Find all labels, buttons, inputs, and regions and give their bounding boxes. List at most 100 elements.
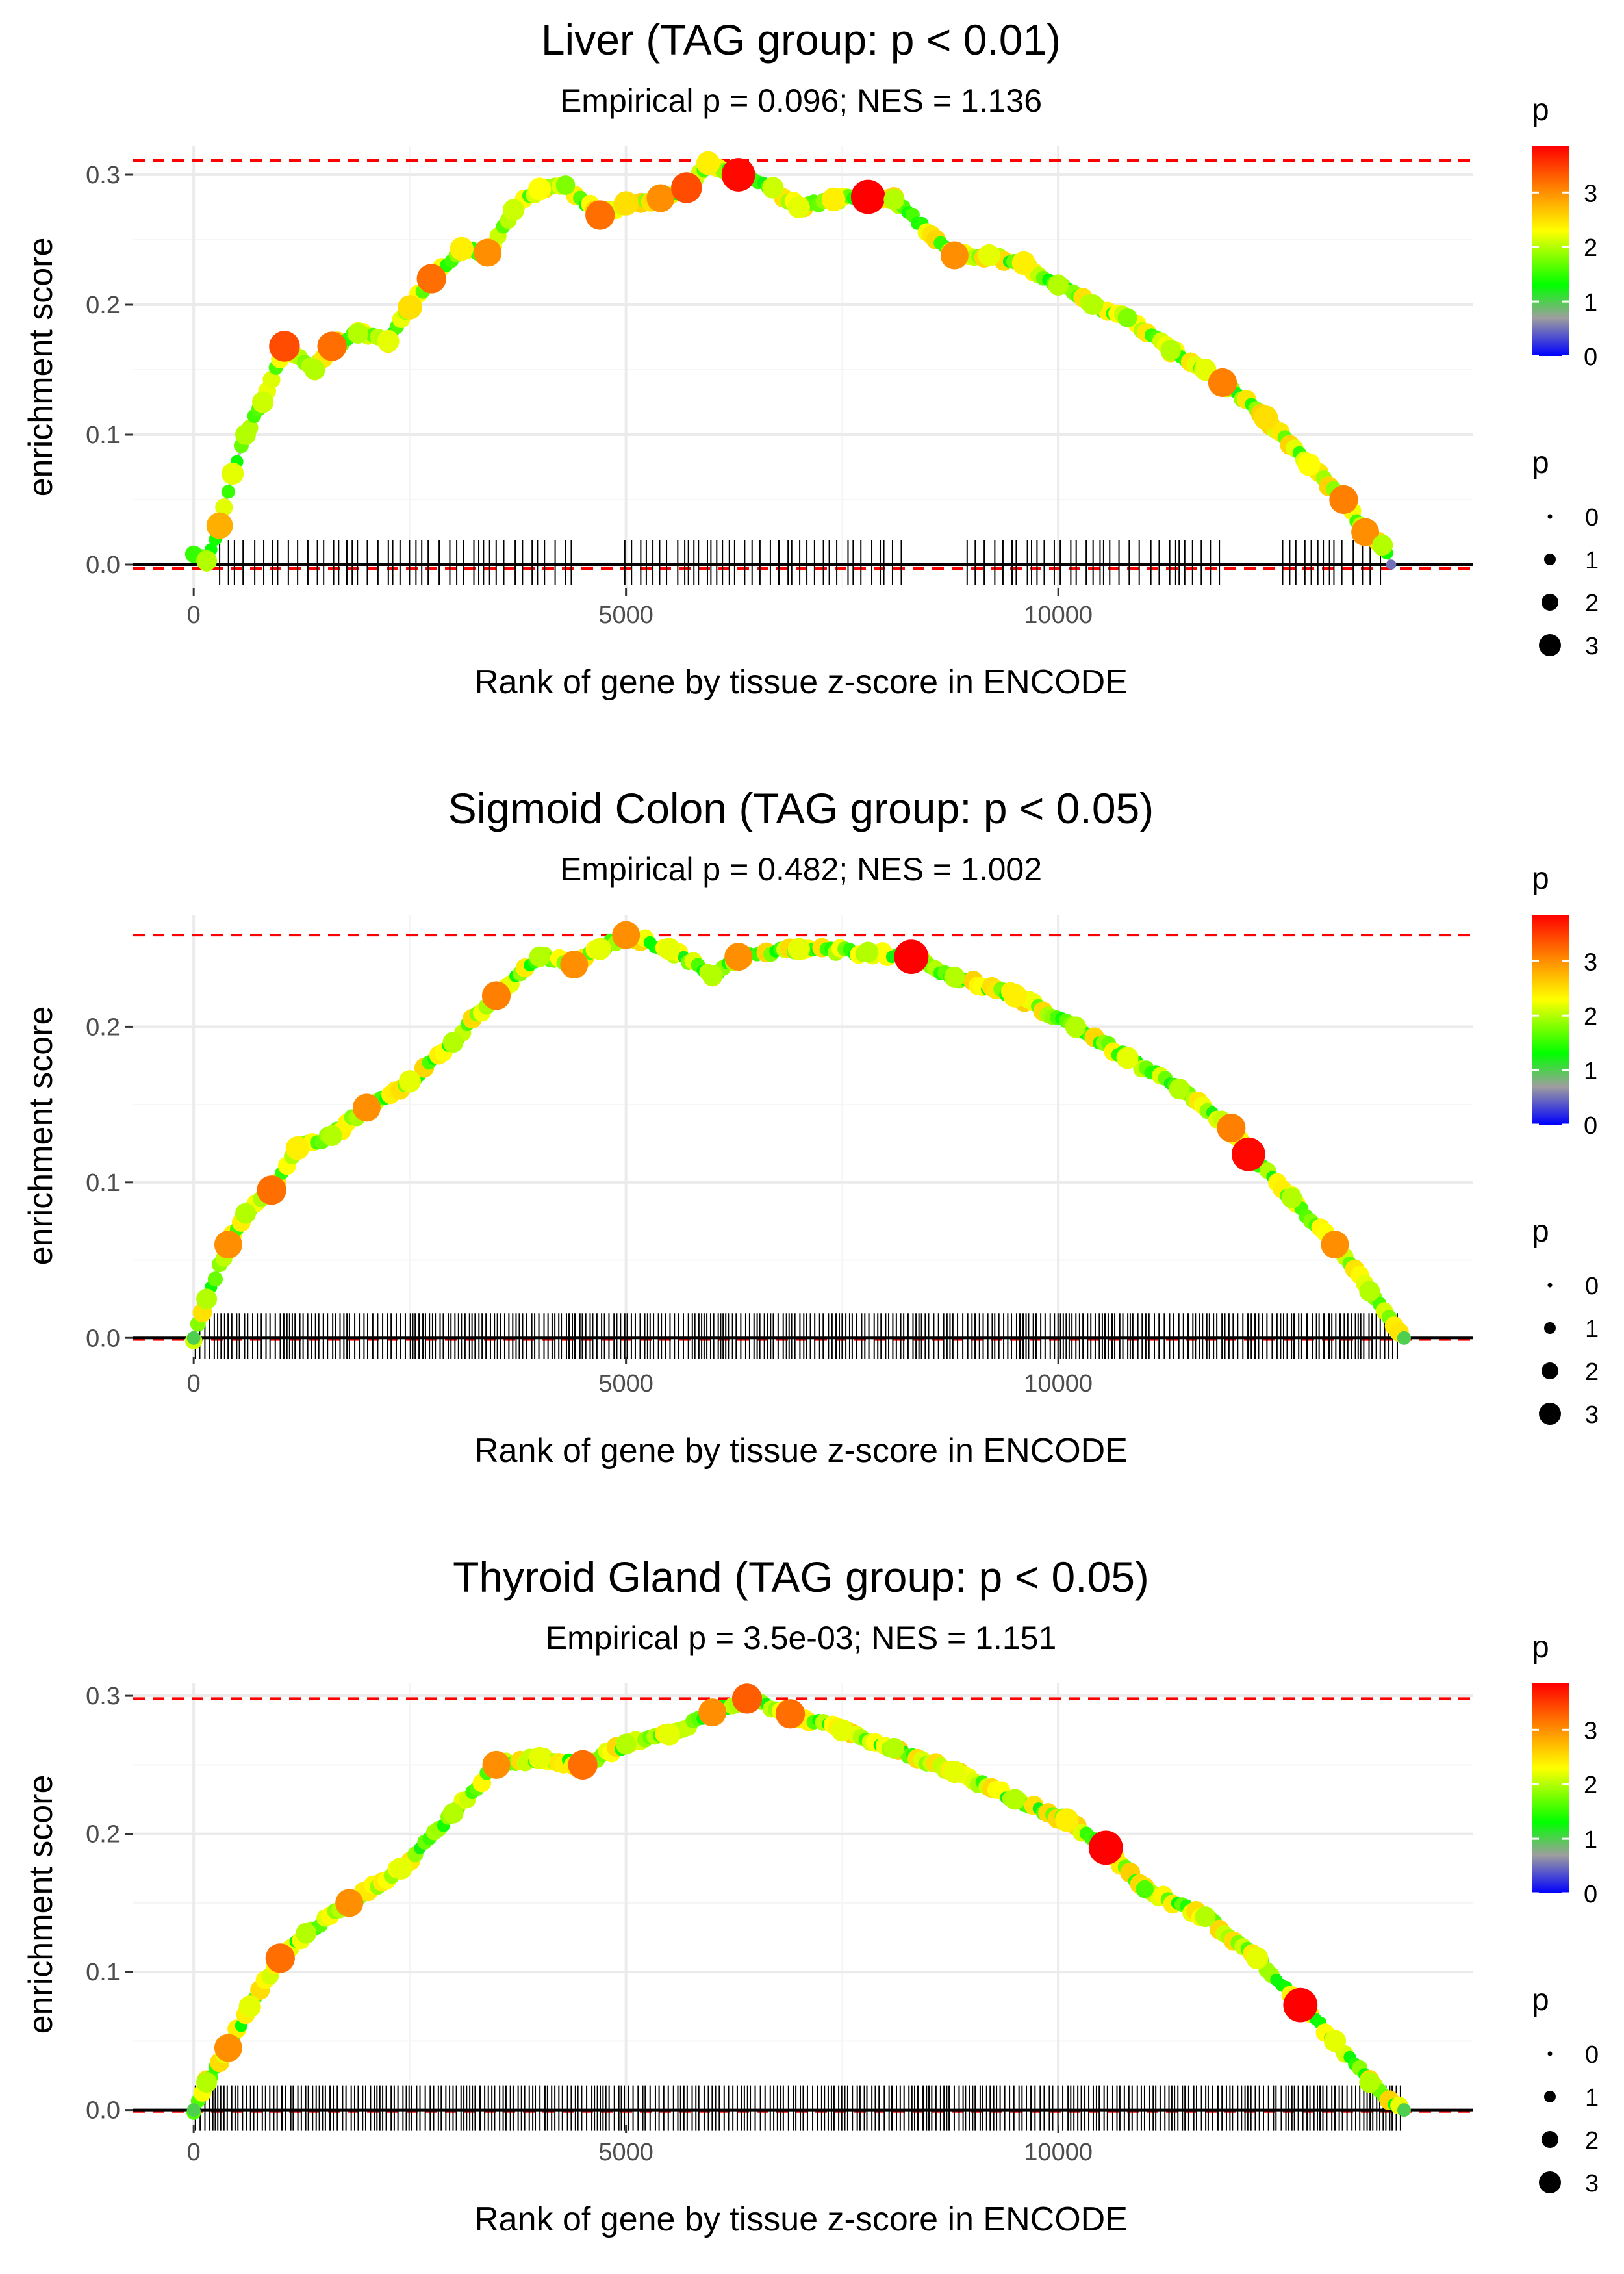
data-point (1397, 2103, 1411, 2117)
data-point (1351, 518, 1380, 546)
size-legend-dot (1544, 2091, 1556, 2102)
size-legend-label: 3 (1585, 1401, 1599, 1429)
data-point (335, 1889, 364, 1917)
curve-dot (207, 1271, 223, 1287)
chart-title: Sigmoid Colon (TAG group: p < 0.05) (448, 784, 1154, 832)
data-point (186, 2103, 201, 2117)
data-point (398, 295, 422, 320)
size-legend-dot (1539, 634, 1561, 656)
data-point (731, 1683, 763, 1714)
size-legend-label: 2 (1585, 1359, 1599, 1386)
data-point (1160, 340, 1182, 361)
x-tick-label: 0 (187, 1370, 201, 1398)
data-point (585, 200, 615, 230)
data-point (787, 938, 810, 960)
data-point (481, 981, 511, 1010)
chart-panel-1: Liver (TAG group: p < 0.01) Empirical p =… (22, 16, 1599, 701)
data-point (615, 1733, 637, 1755)
data-point (658, 1723, 681, 1746)
data-point (222, 462, 244, 485)
data-point (1195, 1906, 1216, 1928)
data-point (1359, 1281, 1380, 1302)
data-point (857, 941, 879, 963)
color-bar-label: 2 (1584, 235, 1597, 262)
data-point (398, 1070, 422, 1093)
data-point (1065, 1016, 1086, 1038)
data-point (257, 1175, 286, 1205)
data-point (206, 512, 233, 539)
color-legend-title: p (1532, 1630, 1549, 1665)
data-point (775, 1699, 806, 1729)
y-tick-label: 0.1 (86, 1959, 120, 1986)
data-point (1082, 294, 1104, 315)
data-point (1004, 1789, 1026, 1810)
data-point (265, 1943, 295, 1973)
data-point (352, 1093, 381, 1122)
curve-points (186, 1683, 1411, 2120)
size-legend-label: 0 (1585, 504, 1599, 531)
data-point (1386, 559, 1397, 570)
color-bar-label: 2 (1584, 1003, 1597, 1030)
gene-rug (194, 2085, 1401, 2131)
data-point (724, 943, 753, 971)
data-point (1329, 485, 1358, 515)
data-point (1011, 251, 1036, 275)
chart-title: Liver (TAG group: p < 0.01) (541, 16, 1061, 64)
size-legend-dot (1539, 2171, 1561, 2193)
data-point (1088, 1830, 1123, 1865)
data-point (528, 177, 552, 201)
y-axis-title: enrichment score (22, 1775, 60, 2034)
size-legend-dot (1547, 2051, 1553, 2056)
color-bar-label: 3 (1584, 180, 1597, 207)
x-tick-label: 10000 (1024, 602, 1093, 629)
data-point (646, 184, 675, 212)
data-point (1372, 535, 1393, 556)
color-legend-title: p (1532, 862, 1549, 896)
data-point (1003, 984, 1027, 1008)
size-legend-label: 0 (1585, 2041, 1599, 2069)
data-point (450, 236, 474, 261)
color-bar-label: 1 (1584, 289, 1597, 316)
data-point (442, 1032, 464, 1053)
color-bar-label: 0 (1584, 344, 1597, 371)
data-point (1283, 1987, 1318, 2023)
size-legend-dot (1544, 1322, 1556, 1334)
data-point (560, 951, 589, 979)
data-point (474, 238, 502, 267)
curve-dot (215, 498, 233, 517)
running-es-line (192, 1696, 1406, 2112)
data-point (894, 939, 929, 974)
data-point (252, 391, 274, 413)
legend: p 3 2 1 0 p 0 1 2 3 (1532, 93, 1599, 660)
size-legend-title: p (1532, 1214, 1549, 1249)
data-point (1217, 1113, 1246, 1143)
chart-title: Thyroid Gland (TAG group: p < 0.05) (453, 1553, 1149, 1601)
data-point (1321, 1231, 1349, 1259)
data-point (1359, 2072, 1380, 2093)
data-point (186, 1331, 201, 1345)
data-point (589, 938, 611, 960)
chart-subtitle: Empirical p = 0.482; NES = 1.002 (560, 851, 1042, 888)
curve-points (184, 151, 1397, 572)
data-point (1048, 275, 1069, 296)
data-point (235, 1203, 256, 1224)
data-point (702, 965, 723, 986)
y-tick-label: 0.2 (86, 1014, 120, 1041)
data-point (235, 424, 256, 445)
data-point (762, 177, 784, 199)
size-legend-label: 1 (1585, 547, 1599, 574)
x-tick-label: 5000 (598, 1370, 653, 1398)
size-legend-title: p (1532, 1983, 1549, 2017)
legend: p 3 2 1 0 p 0 1 2 3 (1532, 862, 1599, 1429)
data-point (503, 199, 525, 221)
x-tick-label: 0 (187, 2139, 201, 2166)
color-bar-label: 0 (1584, 1112, 1597, 1140)
color-bar-label: 1 (1584, 1826, 1597, 1854)
size-legend-title: p (1532, 446, 1549, 480)
data-point (416, 264, 446, 294)
size-legend-label: 1 (1585, 1316, 1599, 1343)
data-point (196, 1288, 218, 1310)
curve-dot (262, 370, 281, 389)
data-point (348, 323, 369, 344)
data-point (1323, 2030, 1347, 2052)
